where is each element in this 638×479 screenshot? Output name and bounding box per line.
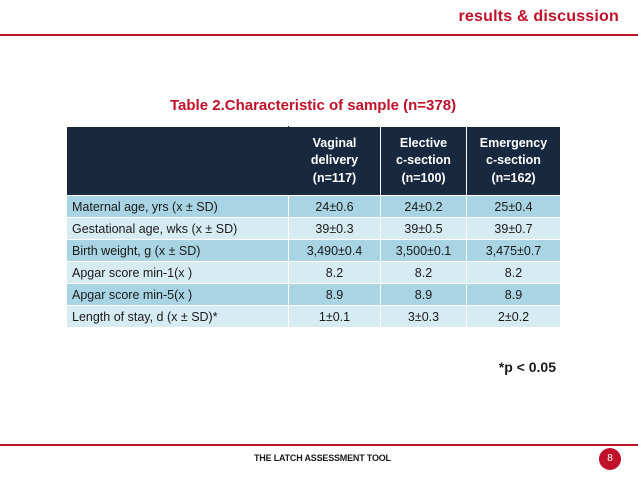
column-header-line: (n=117) bbox=[312, 170, 357, 185]
table-header-row: Vaginal delivery (n=117) Elective c-sect… bbox=[66, 126, 561, 196]
column-header-line: c-section bbox=[396, 153, 451, 168]
sample-characteristics-table: Vaginal delivery (n=117) Elective c-sect… bbox=[66, 126, 561, 328]
table-row-apgar-min-5: Apgar score min-5(x ) 8.9 8.9 8.9 bbox=[66, 283, 561, 306]
row-label: Apgar score min-1(x ) bbox=[66, 261, 289, 284]
page-number-badge: 8 bbox=[599, 448, 621, 470]
cell-vaginal: 3,490±0.4 bbox=[288, 239, 381, 262]
slide-section-title: results & discussion bbox=[458, 8, 619, 25]
row-label: Gestational age, wks (x ± SD) bbox=[66, 217, 289, 240]
cell-emergency: 2±0.2 bbox=[466, 305, 561, 328]
table-row-maternal-age: Maternal age, yrs (x ± SD) 24±0.6 24±0.2… bbox=[66, 195, 561, 218]
cell-emergency: 3,475±0.7 bbox=[466, 239, 561, 262]
column-header-elective-c-section: Elective c-section (n=100) bbox=[380, 126, 467, 196]
column-header-line: Emergency bbox=[479, 135, 548, 150]
table-footnote: *p < 0.05 bbox=[498, 359, 556, 375]
column-header-emergency-c-section: Emergency c-section (n=162) bbox=[466, 126, 561, 196]
row-label: Apgar score min-5(x ) bbox=[66, 283, 289, 306]
cell-elective: 24±0.2 bbox=[380, 195, 467, 218]
row-label: Maternal age, yrs (x ± SD) bbox=[66, 195, 289, 218]
column-header-vaginal-delivery: Vaginal delivery (n=117) bbox=[288, 126, 381, 196]
cell-elective: 8.2 bbox=[380, 261, 467, 284]
cell-vaginal: 39±0.3 bbox=[288, 217, 381, 240]
table-row-birth-weight: Birth weight, g (x ± SD) 3,490±0.4 3,500… bbox=[66, 239, 561, 262]
table-header-corner bbox=[66, 126, 289, 196]
footer-title: THE LATCH ASSESSMENT TOOL bbox=[254, 453, 391, 463]
cell-elective: 8.9 bbox=[380, 283, 467, 306]
cell-emergency: 8.9 bbox=[466, 283, 561, 306]
column-header-line: Vaginal bbox=[312, 135, 357, 150]
cell-elective: 3,500±0.1 bbox=[380, 239, 467, 262]
cell-vaginal: 1±0.1 bbox=[288, 305, 381, 328]
cell-emergency: 8.2 bbox=[466, 261, 561, 284]
cell-elective: 39±0.5 bbox=[380, 217, 467, 240]
row-label: Birth weight, g (x ± SD) bbox=[66, 239, 289, 262]
table-caption: Table 2.Characteristic of sample (n=378) bbox=[170, 97, 457, 114]
column-header-line: c-section bbox=[486, 153, 541, 168]
cell-elective: 3±0.3 bbox=[380, 305, 467, 328]
cell-emergency: 25±0.4 bbox=[466, 195, 561, 218]
column-header-line: delivery bbox=[310, 153, 359, 168]
cell-emergency: 39±0.7 bbox=[466, 217, 561, 240]
header-divider bbox=[0, 34, 638, 36]
column-header-line: (n=162) bbox=[491, 170, 536, 185]
cell-vaginal: 8.2 bbox=[288, 261, 381, 284]
footer-divider bbox=[0, 444, 638, 446]
row-label: Length of stay, d (x ± SD)* bbox=[66, 305, 289, 328]
column-header-line: Elective bbox=[399, 135, 448, 150]
table-row-apgar-min-1: Apgar score min-1(x ) 8.2 8.2 8.2 bbox=[66, 261, 561, 284]
table-row-gestational-age: Gestational age, wks (x ± SD) 39±0.3 39±… bbox=[66, 217, 561, 240]
cell-vaginal: 24±0.6 bbox=[288, 195, 381, 218]
column-header-line: (n=100) bbox=[401, 170, 446, 185]
table-row-length-of-stay: Length of stay, d (x ± SD)* 1±0.1 3±0.3 … bbox=[66, 305, 561, 328]
cell-vaginal: 8.9 bbox=[288, 283, 381, 306]
